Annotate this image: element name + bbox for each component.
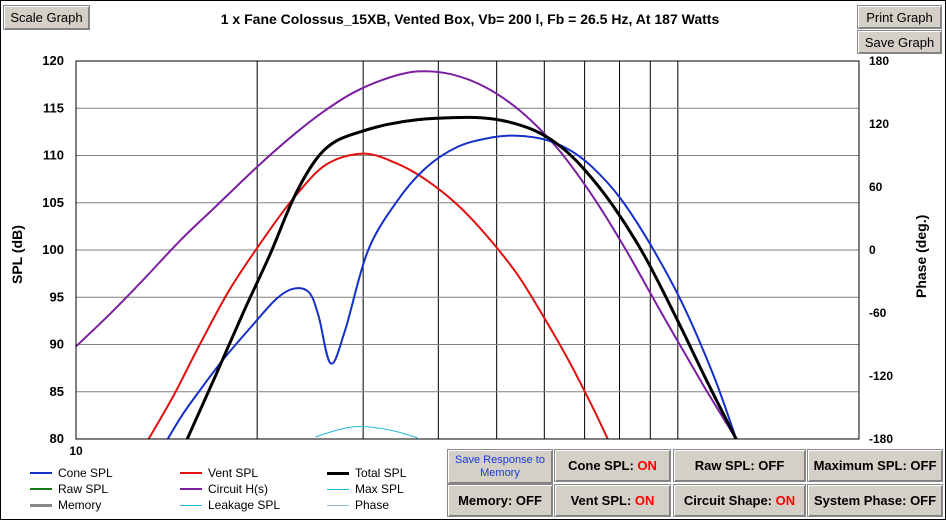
save-graph-button[interactable]: Save Graph xyxy=(857,30,942,54)
legend-swatch xyxy=(180,488,202,490)
legend-label: Leakage SPL xyxy=(208,498,281,512)
vent-spl-toggle[interactable]: Vent SPL: ON xyxy=(554,484,671,517)
y2-tick-label-2: 60 xyxy=(869,180,883,194)
raw-spl-toggle[interactable]: Raw SPL: OFF xyxy=(673,449,806,482)
legend-swatch xyxy=(30,503,52,507)
circuit-shape-label: Circuit Shape: xyxy=(683,493,772,508)
legend-item-circuit-h-s-: Circuit H(s) xyxy=(180,482,268,496)
legend-item-phase: Phase xyxy=(327,498,389,512)
cone-spl-state: ON xyxy=(637,458,657,473)
print-graph-button[interactable]: Print Graph xyxy=(857,5,942,29)
cone-spl-toggle[interactable]: Cone SPL: ON xyxy=(554,449,671,482)
save-response-label: Save Response to Memory xyxy=(455,453,545,479)
y2-tick-label-4: -60 xyxy=(869,306,887,320)
legend-label: Circuit H(s) xyxy=(208,482,268,496)
legend-swatch xyxy=(327,471,349,475)
y-tick-label-5: 95 xyxy=(50,289,64,304)
y-tick-label-2: 110 xyxy=(43,148,64,163)
legend-swatch xyxy=(30,488,52,490)
maximum-spl-toggle[interactable]: Maximum SPL: OFF xyxy=(807,449,943,482)
system-phase-toggle[interactable]: System Phase: OFF xyxy=(807,484,943,517)
series-cone-spl xyxy=(166,134,738,440)
vent-spl-state: ON xyxy=(634,493,655,508)
maximum-spl-state: OFF xyxy=(910,458,937,473)
chart-ticks: 120 115 110 105 100 95 90 85 80 180 120 60 0 -60 -120 -… xyxy=(42,53,893,458)
y2-tick-label-0: 180 xyxy=(869,54,889,68)
y-tick-label-3: 105 xyxy=(42,195,64,210)
system-phase-state: OFF xyxy=(910,493,937,508)
legend-item-raw-spl: Raw SPL xyxy=(30,482,108,496)
raw-spl-state: OFF xyxy=(758,458,785,473)
legend-item-total-spl: Total SPL xyxy=(327,466,406,480)
legend-item-vent-spl: Vent SPL xyxy=(180,466,258,480)
memory-label: Memory: xyxy=(458,493,513,508)
memory-toggle[interactable]: Memory: OFF xyxy=(447,484,553,517)
system-phase-label: System Phase: xyxy=(813,493,907,508)
legend-label: Total SPL xyxy=(355,466,407,480)
legend-item-cone-spl: Cone SPL xyxy=(30,466,113,480)
legend-label: Phase xyxy=(355,498,390,512)
legend-label: Memory xyxy=(58,498,102,512)
legend-label: Vent SPL xyxy=(208,466,259,480)
legend-label: Cone SPL xyxy=(58,466,113,480)
y-tick-label-0: 120 xyxy=(42,53,64,68)
circuit-shape-toggle[interactable]: Circuit Shape: ON xyxy=(673,484,806,517)
legend-item-memory: Memory xyxy=(30,498,101,512)
series-total-spl xyxy=(185,115,738,440)
y2-tick-label-3: 0 xyxy=(869,243,876,257)
series-circuit-h-s- xyxy=(75,70,738,440)
legend-swatch xyxy=(327,488,349,490)
y-tick-label-1: 115 xyxy=(43,100,64,115)
series-leakage-spl xyxy=(315,426,419,439)
legend-item-leakage-spl: Leakage SPL xyxy=(180,498,280,512)
y2-tick-label-1: 120 xyxy=(869,117,889,131)
series-vent-spl xyxy=(147,152,609,440)
vent-spl-label: Vent SPL: xyxy=(570,493,632,508)
chart-curves xyxy=(75,70,738,440)
legend-label: Max SPL xyxy=(355,482,404,496)
legend-swatch xyxy=(327,504,349,506)
legend-swatch xyxy=(180,504,202,506)
memory-state: OFF xyxy=(515,493,542,508)
legend-swatch xyxy=(30,472,52,474)
cone-spl-label: Cone SPL: xyxy=(568,458,634,473)
y-tick-label-4: 100 xyxy=(42,242,64,257)
legend-label: Raw SPL xyxy=(58,482,109,496)
maximum-spl-label: Maximum SPL: xyxy=(813,458,907,473)
y-tick-label-8: 80 xyxy=(50,431,64,446)
scale-graph-button[interactable]: Scale Graph xyxy=(3,5,90,30)
save-response-button[interactable]: Save Response to Memory xyxy=(447,449,553,484)
plot-border xyxy=(75,60,860,440)
legend-swatch xyxy=(180,472,202,474)
y2-tick-label-6: -180 xyxy=(869,432,893,446)
y-tick-label-7: 85 xyxy=(50,384,64,399)
raw-spl-label: Raw SPL: xyxy=(694,458,755,473)
y2-tick-label-5: -120 xyxy=(869,369,893,383)
chart-title: 1 x Fane Colossus_15XB, Vented Box, Vb= … xyxy=(220,11,720,27)
legend-item-max-spl: Max SPL xyxy=(327,482,404,496)
y-tick-label-6: 90 xyxy=(50,337,64,352)
circuit-shape-state: ON xyxy=(775,493,796,508)
x-tick-label-0: 10 xyxy=(69,444,83,458)
